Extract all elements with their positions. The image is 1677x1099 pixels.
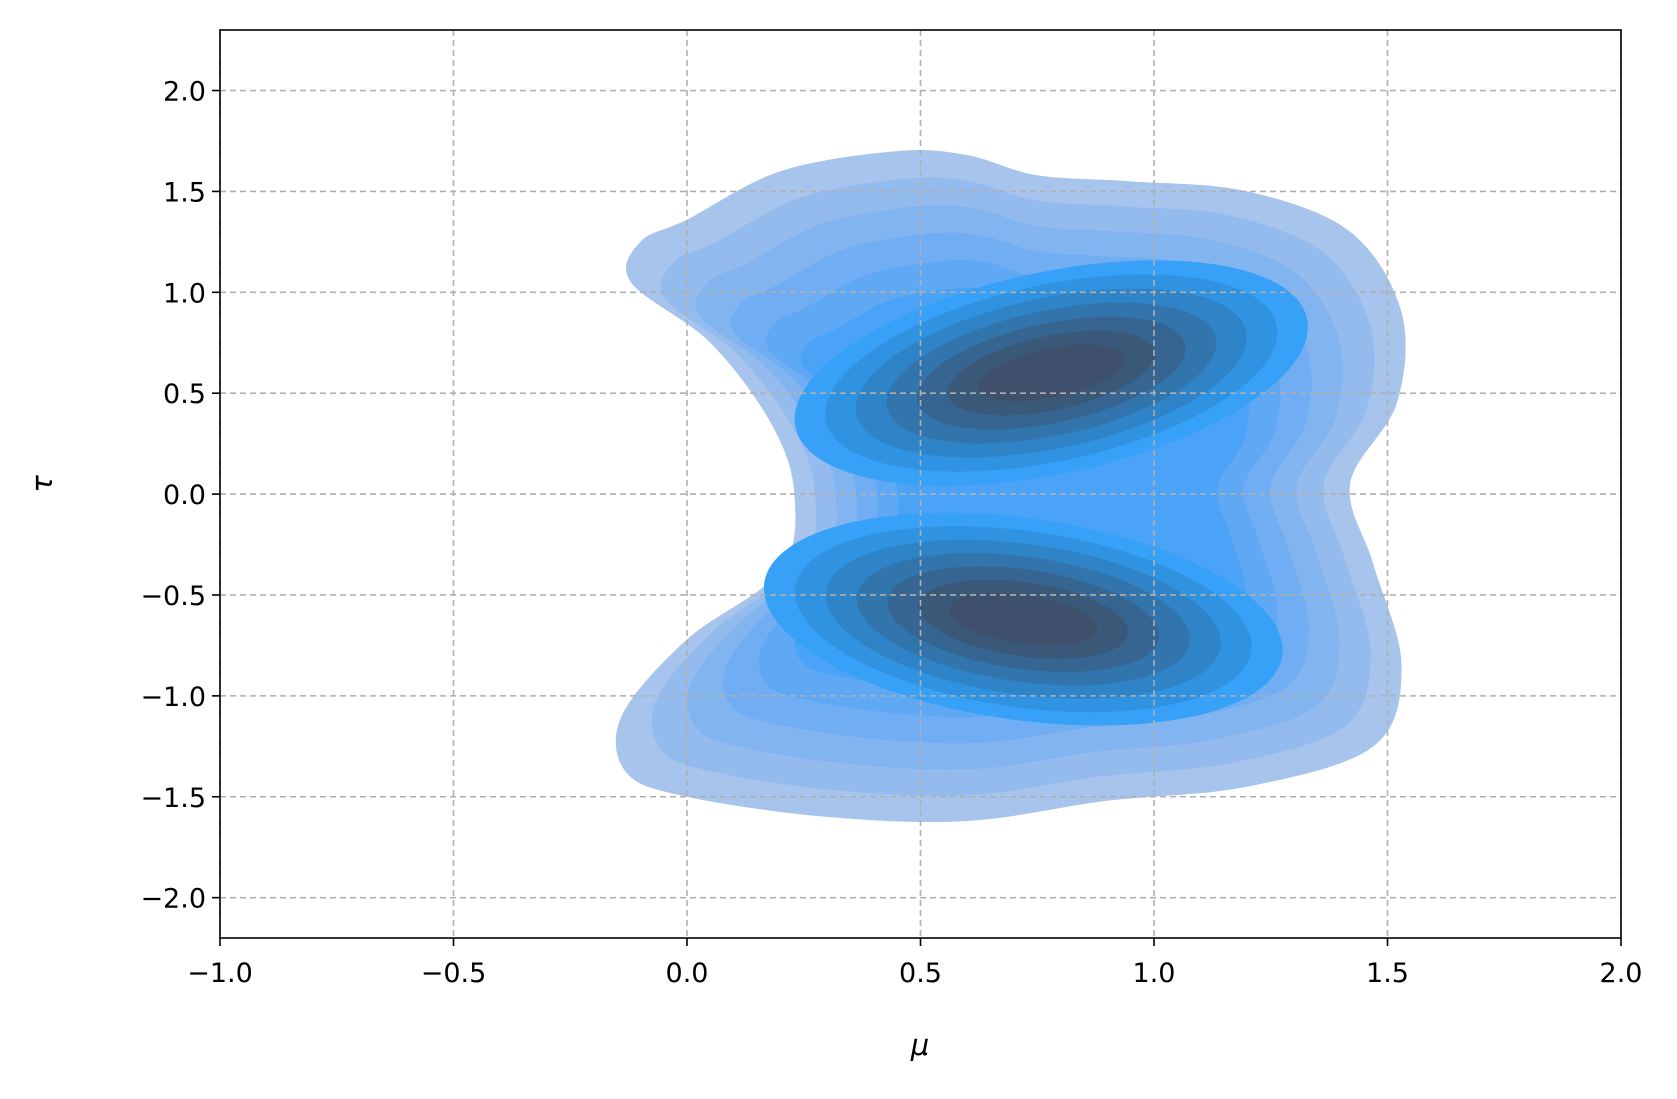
x-axis-label: μ — [910, 1028, 929, 1062]
density-band — [949, 593, 1098, 646]
x-tick-label: 1.5 — [1366, 958, 1409, 989]
x-tick-label: 0.0 — [666, 958, 709, 989]
y-tick-label: 0.5 — [163, 379, 206, 410]
y-tick-label: 2.0 — [163, 77, 206, 108]
y-tick-label: −1.5 — [140, 783, 206, 814]
density-band — [977, 344, 1125, 402]
x-tick-label: −1.0 — [187, 958, 253, 989]
y-axis-label: τ — [25, 475, 59, 493]
x-tick-label: −0.5 — [421, 958, 487, 989]
y-tick-label: 0.0 — [163, 480, 206, 511]
y-tick-label: 1.5 — [163, 177, 206, 208]
y-tick-label: −2.0 — [140, 884, 206, 915]
x-tick-label: 0.5 — [899, 958, 942, 989]
x-tick-label: 2.0 — [1600, 958, 1643, 989]
y-tick-label: −1.0 — [140, 682, 206, 713]
axes-frame — [219, 29, 1622, 939]
y-tick-label: −0.5 — [140, 581, 206, 612]
density-contours — [615, 149, 1406, 823]
x-tick-label: 1.0 — [1133, 958, 1176, 989]
y-tick-label: 1.0 — [163, 278, 206, 309]
